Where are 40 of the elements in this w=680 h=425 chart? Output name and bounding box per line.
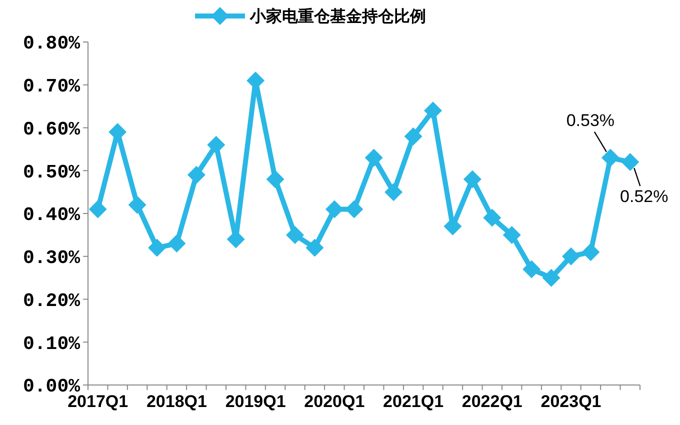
- point: [364, 148, 383, 167]
- legend-label: 小家电重仓基金持仓比例: [249, 6, 426, 26]
- data-label: 0.52%: [620, 187, 668, 206]
- point: [266, 170, 284, 188]
- point: [424, 102, 442, 120]
- point: [148, 238, 166, 257]
- point: [168, 234, 186, 253]
- point: [384, 183, 403, 202]
- point: [207, 136, 226, 154]
- point: [582, 243, 600, 262]
- y-tick-label: 0.30%: [22, 247, 81, 270]
- y-tick-label: 0.60%: [22, 118, 81, 140]
- point: [542, 268, 560, 287]
- x-tick-label: 2022Q1: [462, 392, 522, 411]
- point: [306, 238, 324, 257]
- y-tick-label: 0.10%: [22, 332, 81, 355]
- point: [601, 148, 620, 167]
- y-tick-label: 0.70%: [22, 76, 81, 98]
- point: [187, 166, 206, 184]
- point: [562, 247, 580, 266]
- y-tick-label: 0.80%: [22, 32, 81, 55]
- point: [502, 226, 521, 244]
- data-label: 0.53%: [566, 110, 615, 130]
- point: [128, 196, 146, 214]
- x-tick-label: 2023Q1: [540, 392, 602, 411]
- point: [404, 127, 422, 146]
- point: [522, 260, 541, 278]
- point: [483, 208, 502, 227]
- point: [286, 226, 304, 244]
- point: [621, 153, 640, 172]
- x-tick-label: 2019Q1: [225, 392, 286, 411]
- point: [88, 200, 107, 218]
- y-tick-label: 0.50%: [22, 161, 81, 184]
- point: [463, 170, 482, 188]
- x-tick-label: 2020Q1: [304, 392, 365, 411]
- x-tick-label: 2018Q1: [146, 392, 207, 411]
- x-tick-label: 2021Q1: [383, 392, 444, 411]
- point: [325, 200, 344, 218]
- y-tick-label: 0.20%: [22, 290, 81, 312]
- y-tick-label: 0.40%: [22, 204, 81, 226]
